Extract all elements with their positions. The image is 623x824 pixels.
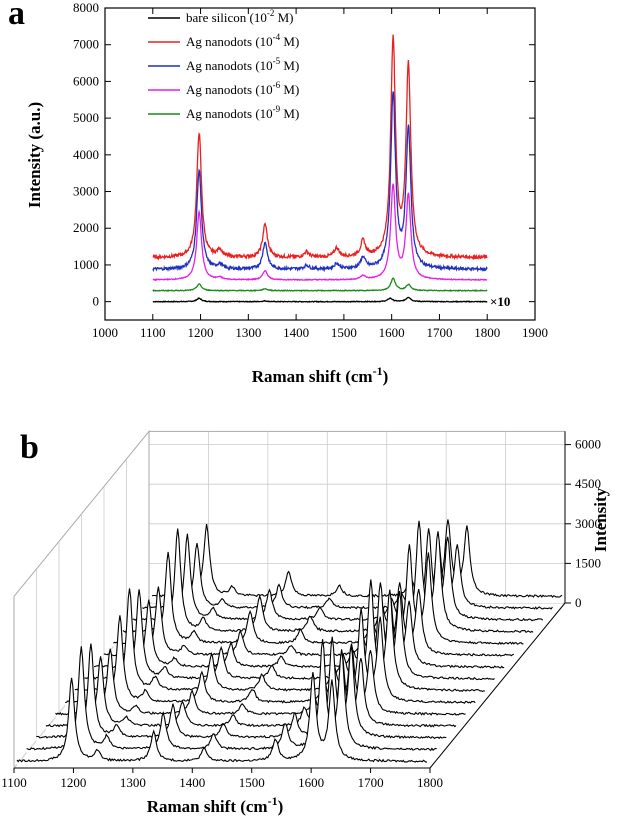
x-tick-label: 1700 [426,325,452,340]
spectrum-line-3 [45,650,457,728]
spectrum-line-8 [93,593,505,669]
panel-b-xlabel: Raman shift (cm-1) [147,794,284,816]
series-line-3 [152,183,488,282]
depth-axis [429,602,566,769]
panel-b-letter: b [20,429,39,466]
panel-a-ylabel: Intensity (a.u.) [25,102,44,208]
panel-a-legend: bare silicon (10-2 M) Ag nanodots (10-4 M… [148,8,299,121]
y-tick-label: 3000 [73,184,99,199]
spectrum-line-4 [55,643,466,716]
y-tick-label: 4000 [73,147,99,162]
x-tick-label: 1100 [1,775,27,790]
spectrum-line-5 [65,608,476,704]
spectrum-line-11 [122,520,534,634]
x-tick-label: 1800 [417,775,443,790]
panel-a-annotation: ×10 [490,294,510,309]
z-tick-label: 0 [575,595,582,610]
spectrum-line-1 [26,639,437,752]
y-tick-label: 6000 [73,73,99,88]
legend-label-1: Ag nanodots (10-4 M) [186,32,299,49]
series-line-2 [152,91,488,273]
panel-a-letter: a [8,0,25,32]
legend-label-0: bare silicon (10-2 M) [186,8,294,25]
x-tick-label: 1700 [358,775,384,790]
x-tick-label: 1200 [60,775,86,790]
panel-b-zlabel: Intensity [591,487,610,552]
z-tick-label: 1500 [575,555,601,570]
x-tick-label: 1800 [474,325,500,340]
y-tick-label: 7000 [73,37,99,52]
legend-label-2: Ag nanodots (10-5 M) [186,56,299,73]
series-line-0 [152,296,488,303]
x-tick-label: 1600 [379,325,405,340]
legend-label-3: Ag nanodots (10-6 M) [186,80,299,97]
spectrum-line-6 [74,579,485,693]
spectrum-line-10 [113,544,524,645]
panel-b: b 0 1500 3000 4500 6000 1100 1200 1300 1400 1500 1… [1,429,610,816]
z-tick-label: 4500 [575,476,601,491]
spectrum-fill-14 [152,519,562,603]
x-tick-label: 1300 [120,775,146,790]
z-tick-label: 6000 [575,437,601,452]
spectrum-line-12 [132,528,544,622]
x-tick-label: 1000 [92,325,118,340]
legend-label-4: Ag nanodots (10-9 M) [186,104,299,121]
z-tick-label: 3000 [575,516,601,531]
x-tick-label: 1400 [283,325,309,340]
y-tick-label: 2000 [73,220,99,235]
x-tick-label: 1500 [239,775,265,790]
spectrum-fill-0 [17,672,427,768]
y-tick-label: 8000 [73,0,99,15]
spectrum-line-9 [103,582,515,657]
spectrum-line-2 [36,636,447,740]
series-line-1 [152,34,488,261]
panel-a-frame [104,7,536,321]
panel-a-plot-area: 1000 1100 1200 1300 1400 1500 1600 1700 1800 1900… [73,0,548,340]
x-tick-label: 1300 [235,325,261,340]
series-line-4 [152,277,488,293]
panel-a-xlabel: Raman shift (cm-1) [252,364,389,386]
x-tick-label: 1500 [331,325,357,340]
y-tick-label: 5000 [73,110,99,125]
spectrum-line-13 [142,537,553,610]
panel-a: a 1000 1100 1200 1300 1400 1500 1600 1700 1800 19… [8,0,548,386]
x-tick-label: 1900 [522,325,548,340]
x-tick-label: 1600 [298,775,324,790]
spectrum-line-0 [16,672,427,763]
panel-b-plot-area: 0 1500 3000 4500 6000 1100 1200 1300 1400 1500 160… [1,429,601,790]
spectrum-line-7 [84,582,495,681]
x-tick-label: 1100 [140,325,166,340]
y-tick-label: 1000 [73,257,99,272]
x-tick-label: 1200 [188,325,214,340]
x-tick-label: 1400 [179,775,205,790]
y-tick-label: 0 [93,294,100,309]
spectrum-line-14 [151,519,563,598]
